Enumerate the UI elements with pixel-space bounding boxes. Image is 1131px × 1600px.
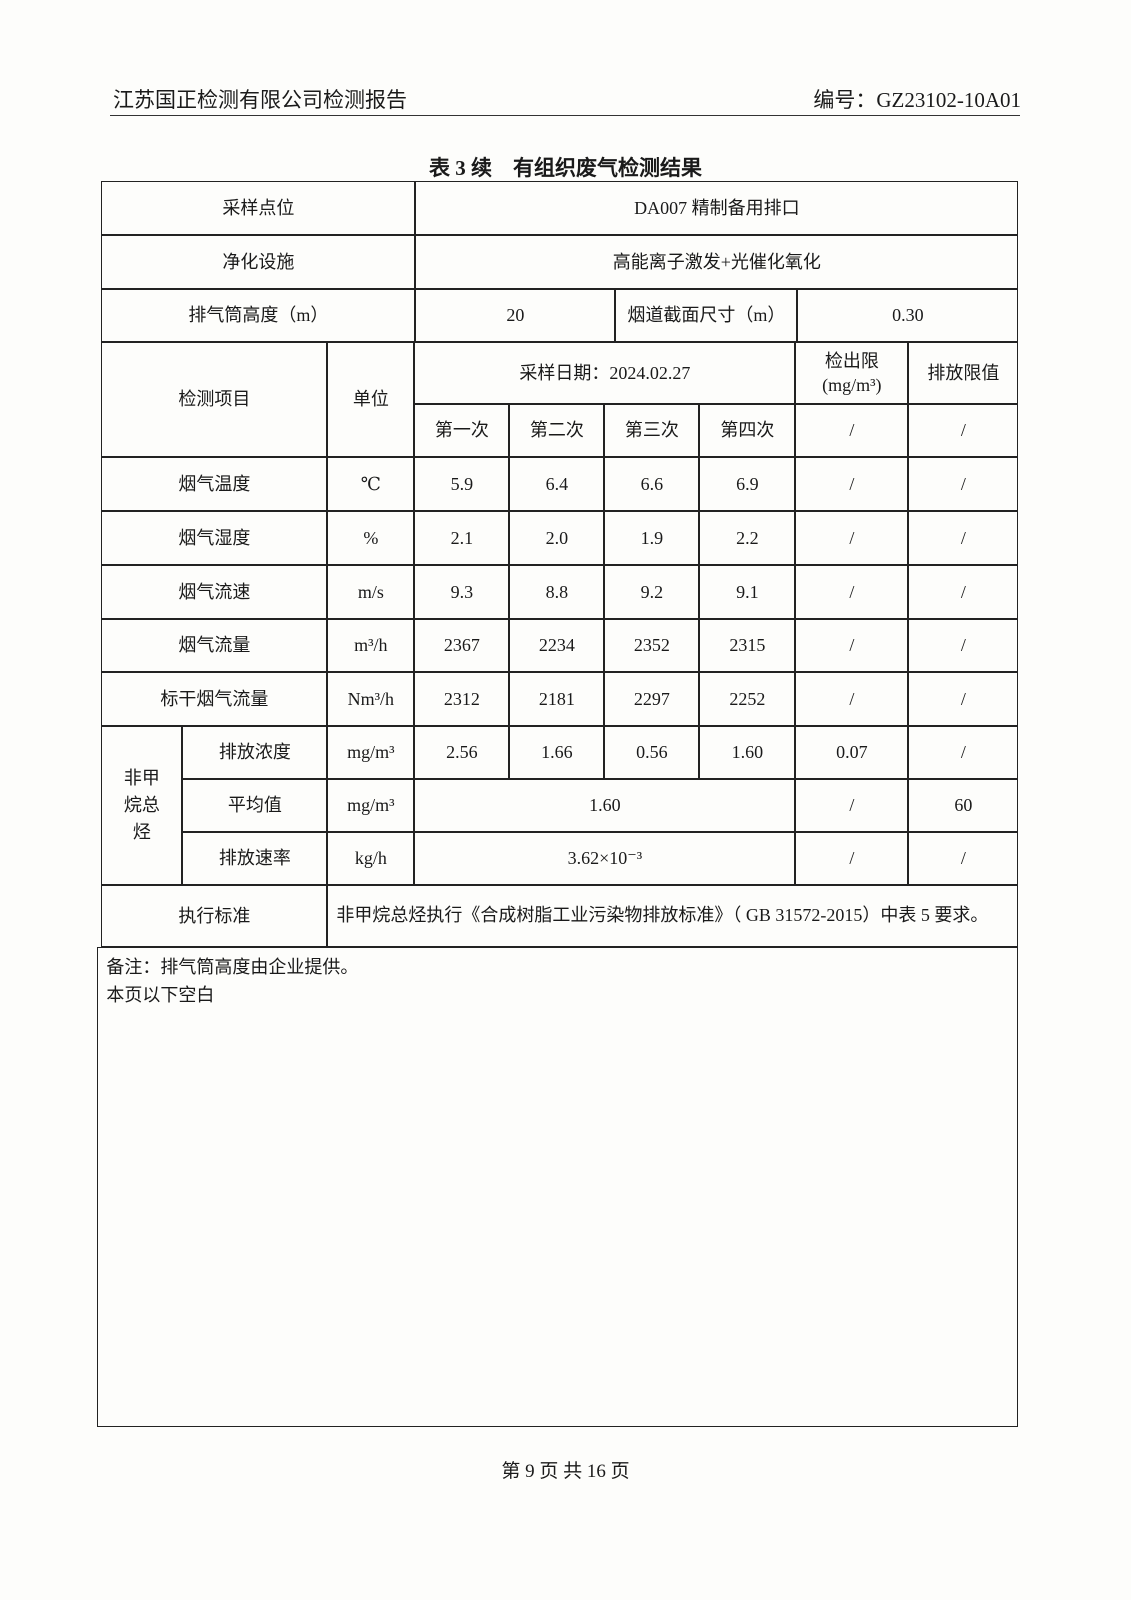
- row-value: 5.9: [414, 457, 510, 512]
- row-detection-limit: /: [795, 565, 909, 620]
- purification-label: 净化设施: [101, 235, 416, 290]
- row-value: 2312: [414, 672, 510, 727]
- row-unit: m³/h: [327, 619, 415, 673]
- detection-limit-na: /: [795, 404, 909, 458]
- nmhc-conc-value: 1.66: [509, 726, 605, 780]
- row-value: 2252: [699, 672, 796, 727]
- nmhc-avg-unit: mg/m³: [327, 779, 415, 833]
- detection-limit-unit: (mg/m³): [822, 375, 882, 396]
- run-header: 第二次: [509, 404, 605, 458]
- nmhc-label: 非甲烷总烃: [101, 726, 183, 886]
- row-unit: ℃: [327, 457, 415, 512]
- report-number: 编号：GZ23102-10A01: [813, 88, 1021, 112]
- row-detection-limit: /: [795, 672, 909, 727]
- page-number: 第 9 页 共 16 页: [501, 1461, 630, 1482]
- row-value: 2.0: [509, 511, 605, 566]
- row-value: 9.2: [604, 565, 700, 620]
- nmhc-conc-unit: mg/m³: [327, 726, 415, 780]
- row-value: 2315: [699, 619, 796, 673]
- nmhc-avg-value: 1.60: [414, 779, 796, 833]
- sampling-date: 采样日期：2024.02.27: [414, 342, 796, 405]
- row-value: 2367: [414, 619, 510, 673]
- sampling-point: DA007 精制备用排口: [415, 181, 1019, 236]
- row-limit: /: [908, 672, 1019, 727]
- flue-size: 0.30: [797, 289, 1019, 343]
- row-name: 烟气流速: [101, 565, 328, 620]
- table-title: 表 3 续 有组织废气检测结果: [429, 156, 702, 180]
- header-divider: [110, 115, 1020, 116]
- unit-label: 单位: [327, 342, 415, 458]
- row-value: 2297: [604, 672, 700, 727]
- row-value: 2181: [509, 672, 605, 727]
- row-detection-limit: /: [795, 511, 909, 566]
- row-unit: %: [327, 511, 415, 566]
- remark: 备注：排气筒高度由企业提供。: [106, 957, 359, 978]
- blank-note: 本页以下空白: [106, 985, 215, 1006]
- row-value: 6.6: [604, 457, 700, 512]
- nmhc-conc-name: 排放浓度: [182, 726, 328, 780]
- nmhc-conc-detection-limit: 0.07: [795, 726, 909, 780]
- stack-height: 20: [415, 289, 616, 343]
- detection-limit-label: 检出限: [824, 351, 879, 372]
- run-header: 第一次: [414, 404, 510, 458]
- row-value: 9.1: [699, 565, 796, 620]
- nmhc-rate-value: 3.62×10⁻³: [414, 832, 796, 886]
- nmhc-avg-limit: 60: [908, 779, 1019, 833]
- row-limit: /: [908, 457, 1019, 512]
- row-detection-limit: /: [795, 619, 909, 673]
- limit-na: /: [908, 404, 1019, 458]
- row-unit: Nm³/h: [327, 672, 415, 727]
- row-value: 1.9: [604, 511, 700, 566]
- row-name: 烟气湿度: [101, 511, 328, 566]
- nmhc-conc-value: 1.60: [699, 726, 796, 780]
- nmhc-rate-unit: kg/h: [327, 832, 415, 886]
- nmhc-avg-detection-limit: /: [795, 779, 909, 833]
- standard-label: 执行标准: [101, 885, 328, 948]
- row-limit: /: [908, 619, 1019, 673]
- nmhc-rate-limit: /: [908, 832, 1019, 886]
- purification: 高能离子激发+光催化氧化: [415, 235, 1019, 290]
- sampling-point-label: 采样点位: [101, 181, 416, 236]
- nmhc-label-text: 非甲烷总烃: [123, 768, 160, 843]
- row-name: 烟气流量: [101, 619, 328, 673]
- nmhc-avg-name: 平均值: [182, 779, 328, 833]
- row-name: 烟气温度: [101, 457, 328, 512]
- row-limit: /: [908, 511, 1019, 566]
- nmhc-rate-name: 排放速率: [182, 832, 328, 886]
- row-value: 6.4: [509, 457, 605, 512]
- nmhc-conc-value: 0.56: [604, 726, 700, 780]
- row-value: 8.8: [509, 565, 605, 620]
- row-detection-limit: /: [795, 457, 909, 512]
- row-value: 2.2: [699, 511, 796, 566]
- remarks-box: 备注：排气筒高度由企业提供。 本页以下空白: [97, 947, 1019, 1428]
- nmhc-conc-value: 2.56: [414, 726, 510, 780]
- nmhc-rate-detection-limit: /: [795, 832, 909, 886]
- row-value: 2234: [509, 619, 605, 673]
- row-unit: m/s: [327, 565, 415, 620]
- row-value: 2352: [604, 619, 700, 673]
- flue-size-label: 烟道截面尺寸（m）: [615, 289, 798, 343]
- limit-label: 排放限值: [908, 342, 1019, 405]
- row-value: 9.3: [414, 565, 510, 620]
- detection-limit-header: 检出限 (mg/m³): [795, 342, 909, 405]
- row-value: 2.1: [414, 511, 510, 566]
- row-limit: /: [908, 565, 1019, 620]
- standard-text: 非甲烷总烃执行《合成树脂工业污染物排放标准》（ GB 31572-2015）中表…: [327, 885, 1019, 948]
- row-name: 标干烟气流量: [101, 672, 328, 727]
- row-value: 6.9: [699, 457, 796, 512]
- nmhc-conc-limit: /: [908, 726, 1019, 780]
- company-report-title: 江苏国正检测有限公司检测报告: [113, 88, 407, 112]
- item-label: 检测项目: [101, 342, 328, 458]
- run-header: 第四次: [699, 404, 796, 458]
- run-header: 第三次: [604, 404, 700, 458]
- stack-height-label: 排气筒高度（m）: [101, 289, 416, 343]
